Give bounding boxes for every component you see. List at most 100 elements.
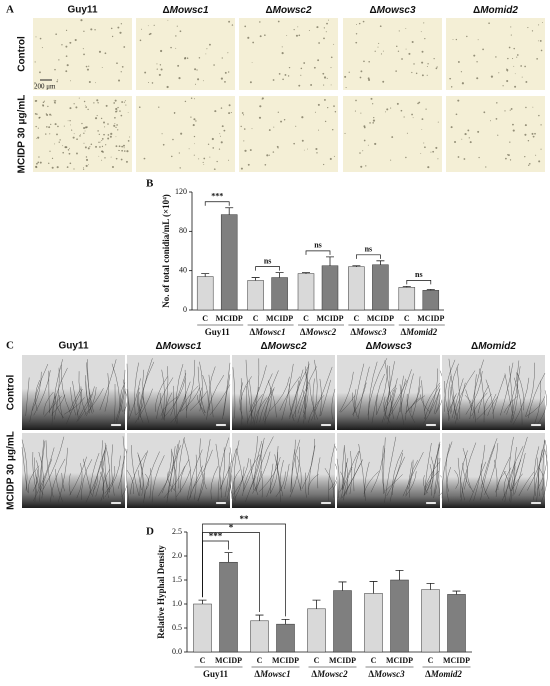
y-tick-label: 2.0 bbox=[172, 551, 182, 560]
error-bar bbox=[255, 614, 264, 621]
conidium bbox=[107, 134, 110, 136]
error-bar bbox=[338, 581, 347, 591]
conidium bbox=[362, 150, 364, 152]
y-tick-label: 120 bbox=[175, 187, 187, 196]
conidium bbox=[66, 64, 69, 67]
conidium bbox=[488, 22, 490, 25]
hypha bbox=[406, 395, 426, 412]
hypha bbox=[120, 455, 126, 500]
conidium bbox=[48, 126, 51, 129]
x-tick-label: ΔMowsc1 bbox=[254, 669, 290, 679]
conidium bbox=[244, 25, 247, 28]
hypha bbox=[340, 446, 347, 499]
conidium bbox=[195, 120, 197, 122]
conidium bbox=[411, 71, 413, 74]
hypha bbox=[405, 461, 413, 496]
hypha bbox=[184, 369, 188, 418]
error-bar bbox=[402, 286, 411, 288]
hypha bbox=[336, 458, 340, 499]
hypha bbox=[444, 359, 456, 412]
hypha bbox=[537, 439, 548, 490]
conidium bbox=[41, 47, 43, 49]
hypha bbox=[163, 466, 186, 498]
conidium bbox=[293, 29, 295, 31]
bar bbox=[250, 620, 269, 653]
conidium bbox=[510, 108, 513, 110]
hypha bbox=[525, 396, 546, 418]
conidium bbox=[115, 136, 117, 138]
conidium bbox=[323, 163, 325, 166]
hypha bbox=[284, 463, 290, 490]
hypha bbox=[533, 446, 540, 496]
conidium bbox=[139, 39, 142, 42]
hypha bbox=[349, 450, 353, 495]
conidium bbox=[405, 48, 407, 50]
hypha bbox=[255, 436, 274, 492]
hypha bbox=[363, 461, 370, 498]
conidium bbox=[84, 104, 86, 106]
hypha bbox=[176, 469, 191, 497]
conidium bbox=[423, 22, 425, 24]
conidium bbox=[360, 70, 363, 73]
conidium bbox=[497, 134, 499, 136]
hypha bbox=[340, 395, 356, 413]
conidium bbox=[100, 141, 102, 143]
conidium bbox=[379, 25, 382, 28]
significance-bracket bbox=[305, 250, 331, 255]
hypha bbox=[383, 437, 386, 494]
hypha bbox=[309, 382, 318, 420]
conidium bbox=[101, 150, 104, 153]
conidium bbox=[489, 120, 491, 122]
hypha bbox=[166, 445, 182, 503]
conidium bbox=[49, 150, 51, 152]
hypha bbox=[492, 374, 506, 414]
hypha bbox=[249, 380, 252, 425]
conidium bbox=[452, 39, 454, 40]
hypha bbox=[267, 380, 277, 418]
conidium bbox=[179, 30, 182, 33]
micrograph bbox=[239, 18, 338, 90]
hypha bbox=[170, 394, 186, 424]
hypha bbox=[353, 363, 365, 417]
conidium bbox=[113, 124, 116, 127]
hypha bbox=[122, 379, 127, 415]
conidium bbox=[396, 102, 399, 105]
conidium bbox=[532, 106, 534, 108]
hypha bbox=[60, 364, 71, 414]
hypha bbox=[384, 361, 395, 421]
conidium bbox=[301, 116, 304, 119]
conidium bbox=[83, 142, 85, 144]
conidium bbox=[96, 99, 99, 102]
hypha bbox=[87, 359, 92, 412]
conidium bbox=[90, 28, 93, 31]
conidium bbox=[485, 166, 487, 168]
hypha bbox=[61, 472, 65, 492]
conidium bbox=[69, 147, 70, 149]
conidium bbox=[534, 132, 536, 135]
hypha bbox=[173, 464, 177, 490]
conidium bbox=[322, 72, 325, 75]
bar bbox=[247, 280, 264, 311]
conidium bbox=[37, 127, 39, 129]
hypha bbox=[113, 383, 116, 424]
conidium bbox=[508, 46, 511, 49]
conidium bbox=[314, 111, 316, 113]
column-label: ΔMowsc2 bbox=[265, 5, 312, 16]
error-bar bbox=[224, 552, 233, 563]
conidium bbox=[457, 61, 460, 63]
conidium bbox=[184, 100, 187, 103]
series-label: MCIDP bbox=[329, 656, 356, 665]
conidium bbox=[317, 59, 320, 62]
row-label: Control bbox=[6, 375, 17, 411]
hypha bbox=[504, 373, 514, 419]
conidium bbox=[450, 126, 453, 129]
scale-bar bbox=[215, 501, 227, 505]
conidium bbox=[110, 27, 113, 30]
micrograph bbox=[126, 355, 231, 430]
error-bar bbox=[352, 265, 361, 267]
conidium bbox=[170, 46, 172, 49]
conidium bbox=[400, 109, 403, 112]
hypha bbox=[460, 450, 468, 498]
conidium bbox=[512, 123, 514, 126]
image-bg bbox=[239, 18, 338, 90]
